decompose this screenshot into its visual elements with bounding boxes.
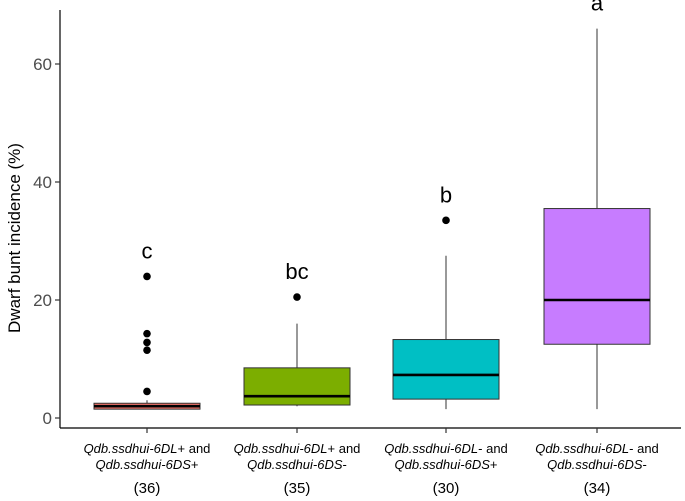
outlier-point bbox=[143, 329, 151, 338]
outlier-point bbox=[293, 293, 301, 301]
category-label-line1: Qdb.ssdhui-6DL+ and bbox=[234, 441, 361, 456]
box-iqr bbox=[543, 208, 651, 345]
boxes bbox=[93, 28, 651, 410]
category-label-line2: Qdb.ssdhui-6DS+ bbox=[395, 457, 498, 472]
category-label-line1: Qdb.ssdhui-6DL- and bbox=[384, 441, 508, 456]
gene-status: - and bbox=[629, 441, 659, 456]
gene-name: Qdb.ssdhui-6DL bbox=[384, 441, 478, 456]
gene-name: Qdb.ssdhui-6DL bbox=[535, 441, 629, 456]
sample-size-label: (34) bbox=[584, 480, 611, 497]
y-axis-label: Dwarf bunt incidence (%) bbox=[5, 143, 24, 333]
axes: 0 20 40 60 bbox=[33, 10, 681, 433]
gene-status: + and bbox=[328, 441, 361, 456]
sample-size-label: (35) bbox=[284, 480, 311, 497]
significance-letter: bc bbox=[285, 259, 308, 284]
outlier-point bbox=[143, 272, 151, 281]
gene-name: Qdb.ssdhui-6DS bbox=[395, 457, 491, 472]
category-label-line1: Qdb.ssdhui-6DL- and bbox=[535, 441, 659, 456]
outlier-point bbox=[442, 216, 450, 225]
gene-name: Qdb.ssdhui-6DS bbox=[247, 457, 343, 472]
gene-status: - bbox=[343, 457, 347, 472]
gene-status: - bbox=[643, 457, 647, 472]
category-label-line2: Qdb.ssdhui-6DS+ bbox=[96, 457, 199, 472]
sample-size-label: (36) bbox=[134, 480, 161, 497]
sample-size-label: (30) bbox=[433, 480, 460, 497]
gene-name: Qdb.ssdhui-6DL bbox=[234, 441, 328, 456]
gene-name: Qdb.ssdhui-6DS bbox=[547, 457, 643, 472]
category-label-line1: Qdb.ssdhui-6DL+ and bbox=[84, 441, 211, 456]
outlier-point bbox=[143, 346, 151, 354]
y-tick-label: 20 bbox=[33, 291, 52, 310]
category-label-line2: Qdb.ssdhui-6DS- bbox=[247, 457, 347, 472]
y-tick-label: 0 bbox=[43, 409, 52, 428]
gene-status: - and bbox=[478, 441, 508, 456]
category-label-line2: Qdb.ssdhui-6DS- bbox=[547, 457, 647, 472]
box-iqr bbox=[243, 367, 351, 406]
y-tick-label: 60 bbox=[33, 55, 52, 74]
y-tick-label: 40 bbox=[33, 173, 52, 192]
significance-letter: c bbox=[142, 238, 153, 263]
gene-name: Qdb.ssdhui-6DL bbox=[84, 441, 178, 456]
gene-status: + bbox=[191, 457, 199, 472]
gene-status: + bbox=[490, 457, 498, 472]
outlier-point bbox=[143, 387, 151, 396]
gene-name: Qdb.ssdhui-6DS bbox=[96, 457, 192, 472]
outlier-point bbox=[143, 338, 151, 347]
significance-letter: b bbox=[440, 182, 452, 207]
significance-letter: a bbox=[591, 0, 604, 16]
gene-status: + and bbox=[178, 441, 211, 456]
box-iqr bbox=[392, 339, 500, 400]
